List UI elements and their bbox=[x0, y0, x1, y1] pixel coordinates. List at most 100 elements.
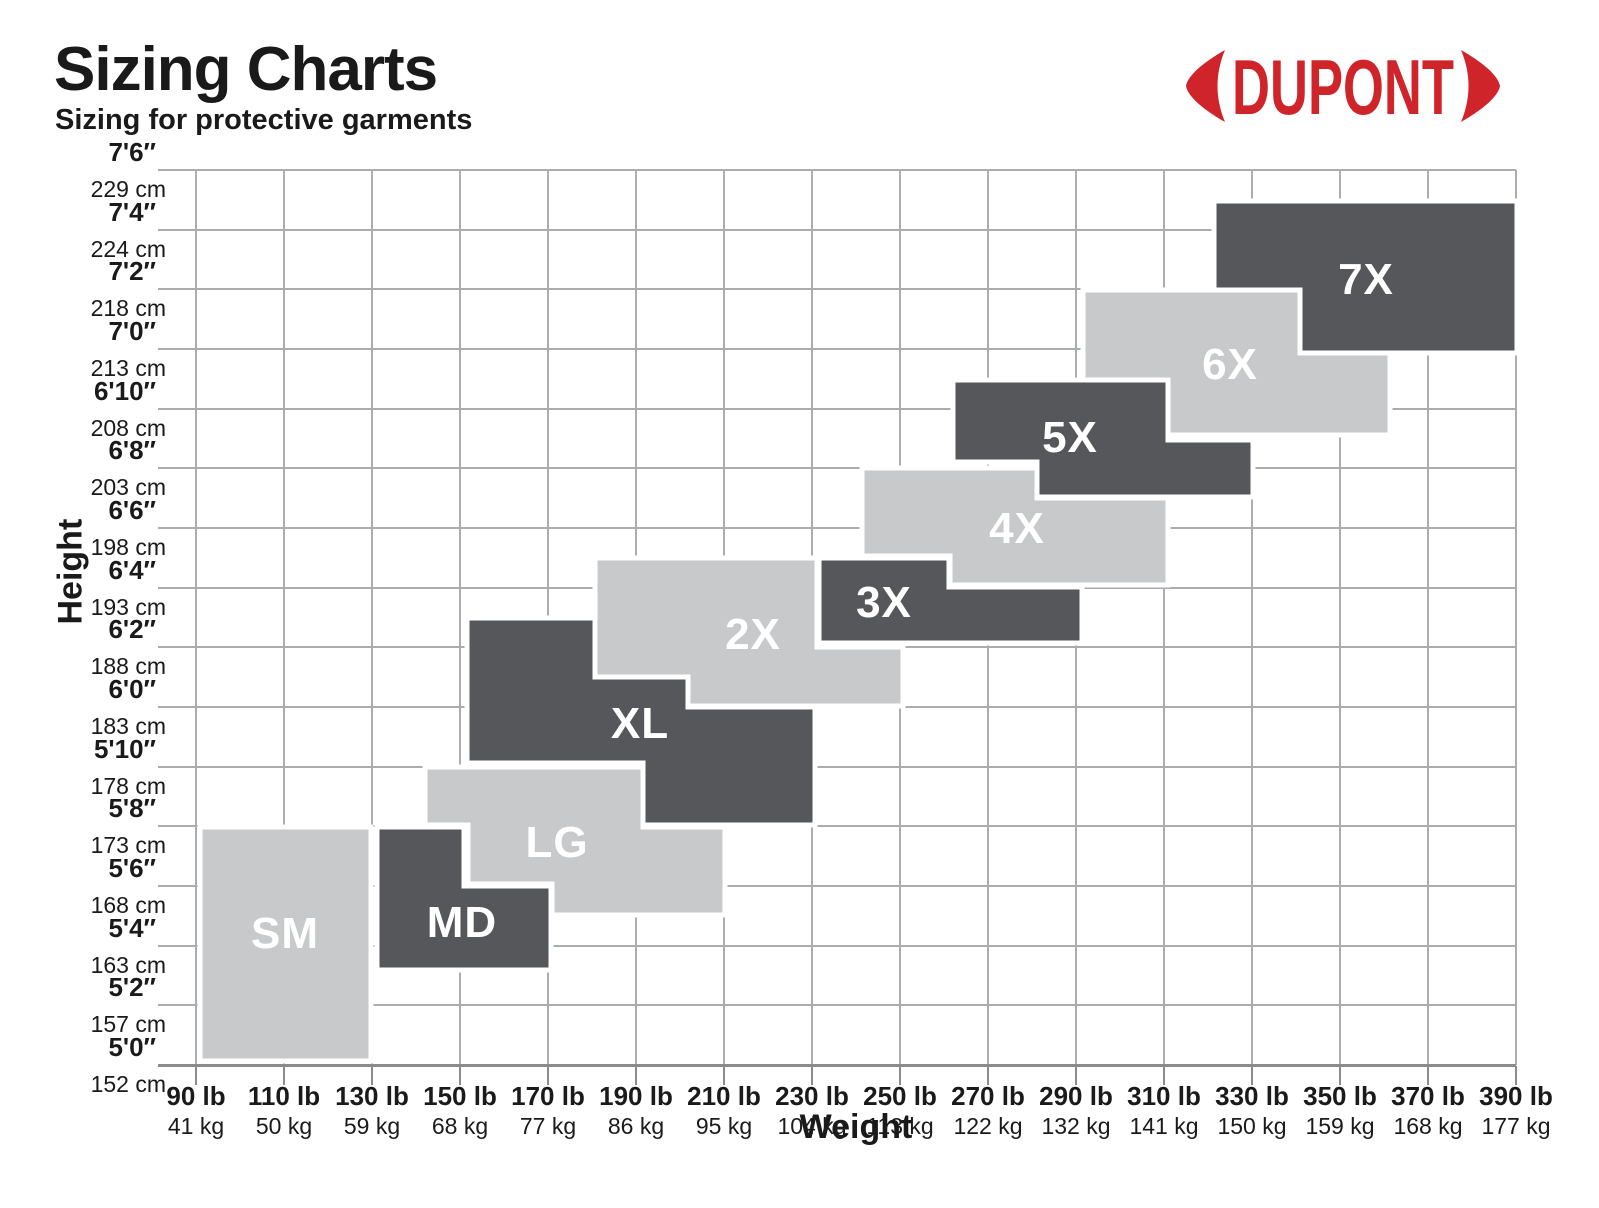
weight-lb-label: 130 lb bbox=[335, 1081, 409, 1112]
size-block-label-lg: LG bbox=[525, 818, 588, 867]
height-ftin-label: 5'2″ bbox=[108, 972, 156, 1003]
x-axis-tick bbox=[987, 1066, 989, 1086]
size-block-label-6x: 6X bbox=[1202, 340, 1258, 389]
dupont-logo-icon: DUPONT bbox=[1186, 43, 1500, 131]
height-cm-label: 157 cm bbox=[90, 1011, 166, 1038]
x-axis-label: 310 lb 141 kg bbox=[1104, 1081, 1224, 1140]
height-cm-label: 218 cm bbox=[90, 295, 166, 322]
x-axis-label: 150 lb 68 kg bbox=[400, 1081, 520, 1140]
weight-kg-label: 50 kg bbox=[255, 1113, 313, 1140]
x-axis-label: 370 lb 168 kg bbox=[1368, 1081, 1488, 1140]
gridline-horizontal bbox=[158, 765, 1516, 768]
gridline-horizontal bbox=[158, 885, 1516, 888]
x-axis-label: 250 lb 113 kg bbox=[840, 1081, 960, 1140]
x-axis-tick bbox=[1251, 1066, 1253, 1086]
x-axis-line bbox=[158, 1064, 1516, 1068]
weight-lb-label: 350 lb bbox=[1303, 1081, 1377, 1112]
x-axis-tick bbox=[811, 1066, 813, 1086]
weight-lb-label: 150 lb bbox=[423, 1081, 497, 1112]
weight-kg-label: 122 kg bbox=[953, 1113, 1023, 1140]
page-title: Sizing Charts bbox=[54, 35, 438, 104]
height-ftin-label: 5'8″ bbox=[108, 793, 156, 824]
x-axis-tick bbox=[547, 1066, 549, 1086]
logo-right-wedge-icon bbox=[1461, 50, 1500, 122]
height-ftin-label: 6'4″ bbox=[108, 554, 156, 585]
size-block-label-4x: 4X bbox=[989, 504, 1045, 553]
size-block-label-sm: SM bbox=[251, 909, 319, 958]
logo-wordmark: DUPONT bbox=[1232, 43, 1454, 131]
weight-kg-label: 113 kg bbox=[866, 1113, 934, 1140]
height-ftin-label: 6'2″ bbox=[108, 614, 156, 645]
gridline-horizontal bbox=[158, 1004, 1516, 1007]
weight-kg-label: 104 kg bbox=[777, 1113, 847, 1140]
x-axis-tick bbox=[1515, 1066, 1517, 1086]
gridline-horizontal bbox=[158, 467, 1516, 470]
height-cm-label: 193 cm bbox=[90, 593, 166, 620]
x-axis-label: 270 lb 122 kg bbox=[928, 1081, 1048, 1140]
x-axis-label: 230 lb 104 kg bbox=[752, 1081, 872, 1140]
weight-kg-label: 68 kg bbox=[431, 1113, 489, 1140]
gridline-vertical bbox=[283, 170, 285, 1066]
height-ftin-label: 7'0″ bbox=[108, 316, 156, 346]
height-ftin-label: 5'0″ bbox=[108, 1032, 156, 1063]
height-cm-label: 152 cm bbox=[90, 1071, 166, 1098]
size-block-label-md: MD bbox=[427, 898, 497, 947]
weight-kg-label: 159 kg bbox=[1305, 1113, 1375, 1140]
gridline-horizontal bbox=[158, 348, 1516, 350]
x-axis-tick bbox=[195, 1066, 197, 1086]
size-block-label-xl: XL bbox=[611, 699, 669, 748]
gridline-horizontal bbox=[158, 169, 1516, 171]
weight-kg-label: 177 kg bbox=[1481, 1113, 1551, 1140]
size-block-label-3x: 3X bbox=[856, 578, 912, 627]
height-ftin-label: 6'10″ bbox=[93, 375, 156, 406]
size-block-label-7x: 7X bbox=[1338, 255, 1394, 304]
page-subtitle: Sizing for protective garments bbox=[55, 104, 473, 136]
height-ftin-label: 6'6″ bbox=[108, 495, 156, 526]
weight-lb-label: 390 lb bbox=[1479, 1081, 1553, 1112]
height-cm-label: 163 cm bbox=[90, 951, 166, 978]
height-cm-label: 203 cm bbox=[90, 474, 166, 501]
height-ftin-label: 5'6″ bbox=[108, 853, 156, 884]
x-axis-tick bbox=[459, 1066, 461, 1086]
weight-kg-label: 95 kg bbox=[695, 1113, 753, 1140]
weight-kg-label: 150 kg bbox=[1217, 1113, 1287, 1140]
x-axis-label: 210 lb 95 kg bbox=[664, 1081, 784, 1140]
gridline-vertical bbox=[1515, 170, 1517, 1066]
x-axis-label: 190 lb 86 kg bbox=[576, 1081, 696, 1140]
weight-lb-label: 290 lb bbox=[1039, 1081, 1113, 1112]
size-block-label-5x: 5X bbox=[1042, 413, 1098, 462]
x-axis-tick bbox=[1339, 1066, 1341, 1086]
height-cm-label: 173 cm bbox=[90, 832, 166, 859]
x-axis-label: 170 lb 77 kg bbox=[488, 1081, 608, 1140]
height-cm-label: 183 cm bbox=[90, 713, 166, 740]
size-block-sm bbox=[197, 824, 374, 1064]
height-ftin-label: 5'10″ bbox=[93, 733, 156, 764]
x-axis-label: 130 lb 59 kg bbox=[312, 1081, 432, 1140]
weight-lb-label: 110 lb bbox=[247, 1081, 321, 1112]
height-cm-label: 168 cm bbox=[90, 892, 166, 919]
height-ftin-label: 6'8″ bbox=[108, 435, 156, 466]
logo-left-wedge-icon bbox=[1186, 50, 1225, 122]
dupont-logo: DUPONT bbox=[1178, 28, 1508, 149]
size-block-label-2x: 2X bbox=[725, 610, 781, 659]
weight-lb-label: 310 lb bbox=[1127, 1081, 1201, 1112]
gridline-horizontal bbox=[158, 228, 1516, 231]
x-axis-tick bbox=[1427, 1066, 1429, 1086]
gridline-vertical bbox=[1339, 170, 1341, 1066]
gridline-vertical bbox=[459, 170, 461, 1066]
height-ftin-label: 6'0″ bbox=[108, 674, 156, 705]
x-axis-label: 290 lb 132 kg bbox=[1016, 1081, 1136, 1140]
gridline-vertical bbox=[1251, 170, 1253, 1066]
weight-lb-label: 210 lb bbox=[687, 1081, 761, 1112]
weight-lb-label: 250 lb bbox=[863, 1081, 937, 1112]
x-axis-label: 110 lb 50 kg bbox=[224, 1081, 344, 1140]
x-axis-tick bbox=[723, 1066, 725, 1086]
x-axis-tick bbox=[635, 1066, 637, 1086]
gridline-vertical bbox=[1163, 170, 1165, 1066]
gridline-vertical bbox=[195, 170, 197, 1066]
gridline-vertical bbox=[1427, 170, 1429, 1066]
weight-lb-label: 90 lb bbox=[166, 1081, 226, 1112]
weight-kg-label: 41 kg bbox=[167, 1113, 225, 1140]
